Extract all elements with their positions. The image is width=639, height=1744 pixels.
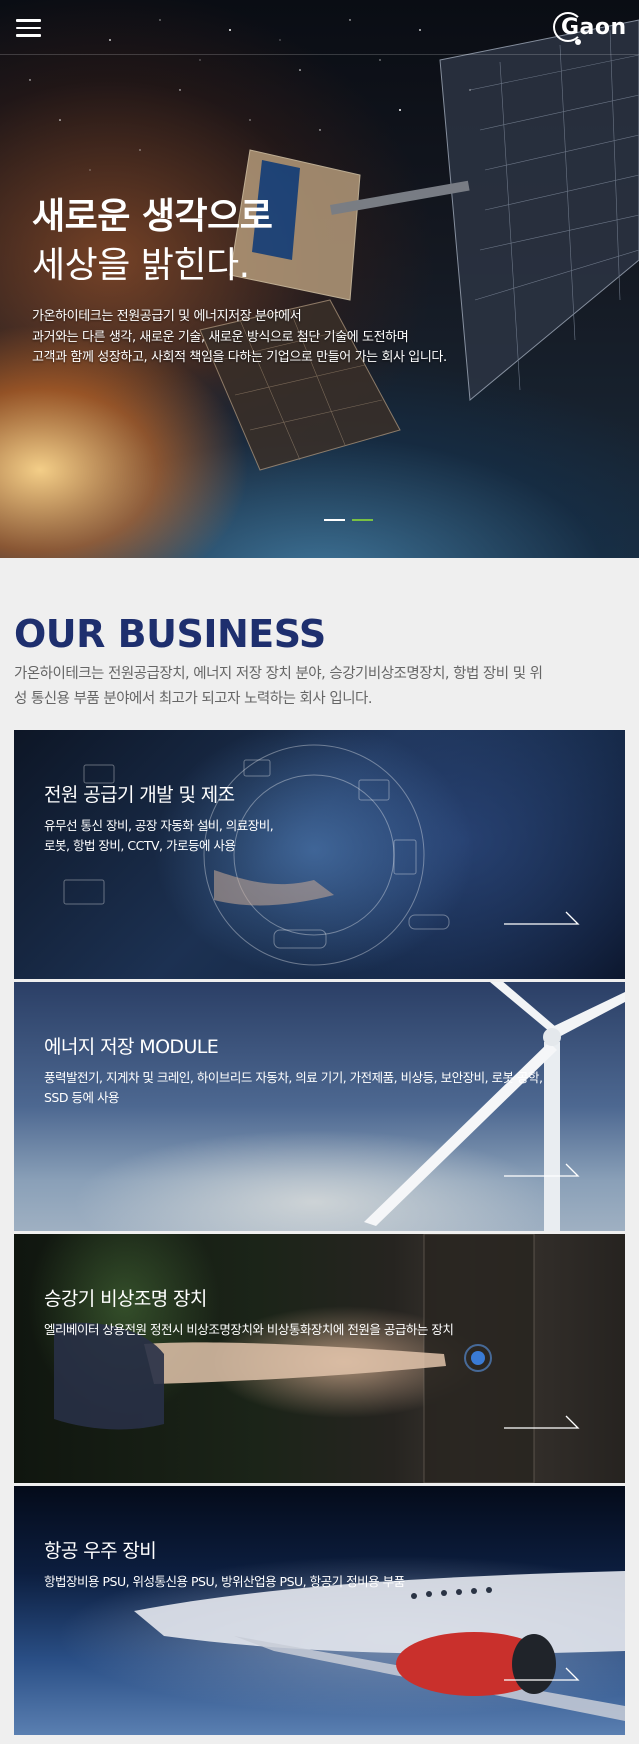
- card-background-image: [14, 982, 625, 1231]
- gaon-logo[interactable]: Gaon: [553, 10, 627, 46]
- hero-desc-line: 고객과 함께 성장하고, 사회적 책임을 다하는 기업으로 만들어 가는 회사 …: [32, 350, 447, 365]
- arrow-right-icon[interactable]: [504, 1162, 580, 1178]
- arrow-right-icon[interactable]: [504, 910, 580, 926]
- slider-dot-1[interactable]: [324, 519, 345, 521]
- card-desc-line: 유무선 통신 장비, 공장 자동화 설비, 의료장비,: [44, 818, 274, 833]
- hero-title: 새로운 생각으로 세상을 밝힌다.: [32, 192, 273, 290]
- hero-description: 가온하이테크는 전원공급기 및 에너지저장 분야에서 과거와는 다른 생각, 새…: [32, 307, 447, 369]
- card-title: 항공 우주 장비: [44, 1540, 157, 1562]
- card-desc-line: 로봇, 항법 장비, CCTV, 가로등에 사용: [44, 837, 236, 853]
- hero-banner: Gaon 새로운 생각으로 세상을 밝힌다. 가온하이테크는 전원공급기 및 에…: [0, 0, 639, 558]
- top-navigation-bar: Gaon: [0, 0, 639, 55]
- card-background-image: [14, 1486, 625, 1735]
- business-desc-line: 성 통신용 부품 분야에서 최고가 되고자 노력하는 회사 입니다.: [14, 691, 372, 707]
- hero-desc-line: 과거와는 다른 생각, 새로운 기술, 새로운 방식으로 첨단 기술에 도전하며: [32, 329, 409, 345]
- business-section-description: 가온하이테크는 전원공급장치, 에너지 저장 장치 분야, 승강기비상조명장치,…: [14, 662, 626, 712]
- card-desc-line: 항법장비용 PSU, 위성통신용 PSU, 방위산업용 PSU, 항공기 정비용…: [44, 1574, 405, 1589]
- slider-dot-2-active[interactable]: [352, 519, 373, 521]
- hero-title-line-2: 세상을 밝힌다.: [32, 245, 250, 286]
- business-desc-line: 가온하이테크는 전원공급장치, 에너지 저장 장치 분야, 승강기비상조명장치,…: [14, 666, 543, 682]
- hamburger-menu-icon[interactable]: [16, 19, 41, 37]
- card-desc-line: SSD 등에 사용: [44, 1089, 119, 1105]
- card-description: 엘리베이터 상용전원 정전시 비상조명장치와 비상통화장치에 전원을 공급하는 …: [44, 1320, 454, 1340]
- card-background-image: [14, 730, 625, 979]
- card-description: 풍력발전기, 지게차 및 크레인, 하이브리드 자동차, 의료 기기, 가전제품…: [44, 1068, 543, 1107]
- hero-background-image: [29, 19, 639, 471]
- satellite-image: [199, 19, 639, 471]
- business-section-title: OUR BUSINESS: [14, 612, 326, 656]
- card-desc-line: 엘리베이터 상용전원 정전시 비상조명장치와 비상통화장치에 전원을 공급하는 …: [44, 1322, 454, 1337]
- card-desc-line: 풍력발전기, 지게차 및 크레인, 하이브리드 자동차, 의료 기기, 가전제품…: [44, 1070, 543, 1085]
- business-card-elevator-emergency-light[interactable]: 승강기 비상조명 장치 엘리베이터 상용전원 정전시 비상조명장치와 비상통화장…: [14, 1234, 625, 1483]
- hero-title-line-1: 새로운 생각으로: [32, 196, 273, 237]
- hero-desc-line: 가온하이테크는 전원공급기 및 에너지저장 분야에서: [32, 309, 302, 324]
- business-card-aerospace-equipment[interactable]: 항공 우주 장비 항법장비용 PSU, 위성통신용 PSU, 방위산업용 PSU…: [14, 1486, 625, 1735]
- card-title: 승강기 비상조명 장치: [44, 1288, 207, 1310]
- arrow-right-icon[interactable]: [504, 1414, 580, 1430]
- card-description: 유무선 통신 장비, 공장 자동화 설비, 의료장비, 로봇, 항법 장비, C…: [44, 816, 274, 855]
- logo-text: Gaon: [561, 15, 627, 40]
- business-card-energy-storage[interactable]: 에너지 저장 MODULE 풍력발전기, 지게차 및 크레인, 하이브리드 자동…: [14, 982, 625, 1231]
- arrow-right-icon[interactable]: [504, 1666, 580, 1682]
- card-title: 전원 공급기 개발 및 제조: [44, 784, 235, 806]
- card-title: 에너지 저장 MODULE: [44, 1036, 219, 1058]
- card-description: 항법장비용 PSU, 위성통신용 PSU, 방위산업용 PSU, 항공기 정비용…: [44, 1572, 405, 1592]
- card-background-image: [14, 1234, 625, 1483]
- business-card-power-supply[interactable]: 전원 공급기 개발 및 제조 유무선 통신 장비, 공장 자동화 설비, 의료장…: [14, 730, 625, 979]
